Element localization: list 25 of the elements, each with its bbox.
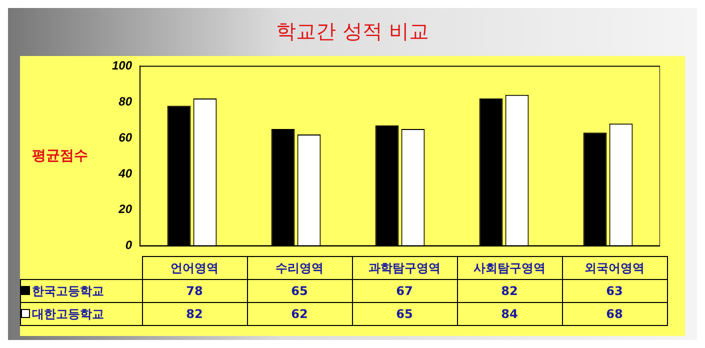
y-tick-label: 40	[118, 166, 132, 180]
y-tick-label: 60	[118, 130, 132, 144]
chart-title: 학교간 성적 비교	[275, 18, 430, 45]
x-tick-label: 사회탐구영역	[457, 256, 562, 280]
y-tick-label: 0	[125, 238, 132, 252]
data-label: 78	[142, 280, 247, 302]
data-label: 65	[247, 280, 352, 302]
y-axis-title: 평균점수	[31, 147, 89, 165]
data-label: 84	[457, 302, 562, 326]
legend-label: 대한고등학교	[20, 302, 142, 326]
data-label: 82	[457, 280, 562, 302]
data-label: 65	[352, 302, 457, 326]
legend-label: 한국고등학교	[20, 280, 142, 302]
y-tick-label: 20	[118, 202, 132, 216]
x-tick-label: 외국어영역	[562, 256, 667, 280]
y-tick-label: 100	[112, 58, 132, 73]
data-label: 67	[352, 280, 457, 302]
x-tick-label: 언어영역	[142, 256, 247, 280]
data-label: 82	[142, 302, 247, 326]
x-tick-label: 수리영역	[247, 256, 352, 280]
y-tick-label: 80	[118, 94, 132, 108]
data-label: 62	[247, 302, 352, 326]
data-label: 63	[562, 280, 667, 302]
data-label: 68	[562, 302, 667, 326]
x-tick-label: 과학탐구영역	[352, 256, 457, 280]
